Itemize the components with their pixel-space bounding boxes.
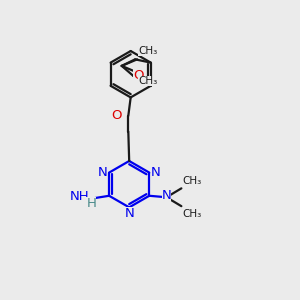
Text: N: N: [162, 189, 171, 202]
Text: NH: NH: [70, 190, 89, 203]
Text: H: H: [86, 197, 96, 210]
Text: O: O: [133, 69, 143, 82]
Text: N: N: [124, 207, 134, 220]
Text: CH₃: CH₃: [183, 176, 202, 186]
Text: N: N: [151, 166, 161, 179]
Text: CH₃: CH₃: [138, 46, 158, 56]
Text: CH₃: CH₃: [138, 76, 158, 86]
Text: CH₃: CH₃: [183, 208, 202, 219]
Text: N: N: [98, 166, 107, 179]
Text: O: O: [112, 109, 122, 122]
